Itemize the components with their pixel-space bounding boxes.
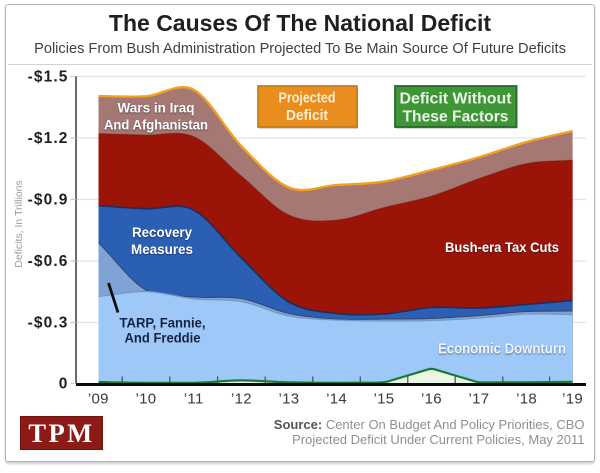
svg-text:’09: ’09 xyxy=(88,391,109,408)
svg-text:’17: ’17 xyxy=(469,391,490,408)
svg-text:Bush-era Tax Cuts: Bush-era Tax Cuts xyxy=(445,239,559,255)
svg-text:-$1.2: -$1.2 xyxy=(28,130,69,147)
svg-text:-$1.5: -$1.5 xyxy=(28,69,69,86)
svg-text:-$0.9: -$0.9 xyxy=(28,192,69,209)
svg-text:’14: ’14 xyxy=(326,391,347,408)
svg-text:Recovery: Recovery xyxy=(132,224,192,240)
svg-text:Economic Downturn: Economic Downturn xyxy=(438,341,566,358)
svg-text:’10: ’10 xyxy=(136,391,157,408)
svg-text:And Afghanistan: And Afghanistan xyxy=(104,117,208,133)
svg-text:These Factors: These Factors xyxy=(403,109,509,126)
svg-text:’13: ’13 xyxy=(279,391,300,408)
svg-text:Deficit: Deficit xyxy=(286,108,328,124)
svg-text:Deficit Without: Deficit Without xyxy=(400,91,512,108)
svg-text:-$0.6: -$0.6 xyxy=(28,253,69,270)
svg-text:’19: ’19 xyxy=(562,391,583,408)
svg-text:Wars in Iraq: Wars in Iraq xyxy=(118,100,195,116)
svg-text:’18: ’18 xyxy=(516,391,537,408)
svg-text:’15: ’15 xyxy=(374,391,395,408)
svg-text:’11: ’11 xyxy=(184,391,204,408)
svg-text:Projected: Projected xyxy=(279,91,336,107)
svg-text:TARP, Fannie,: TARP, Fannie, xyxy=(120,316,206,331)
svg-text:Deficits, In Trillions: Deficits, In Trillions xyxy=(13,180,25,268)
svg-text:Measures: Measures xyxy=(131,241,193,257)
svg-text:-$0.3: -$0.3 xyxy=(28,315,69,332)
svg-text:’16: ’16 xyxy=(421,391,442,408)
svg-text:0: 0 xyxy=(59,376,69,393)
svg-text:And Freddie: And Freddie xyxy=(125,331,201,346)
svg-text:’12: ’12 xyxy=(231,391,252,408)
